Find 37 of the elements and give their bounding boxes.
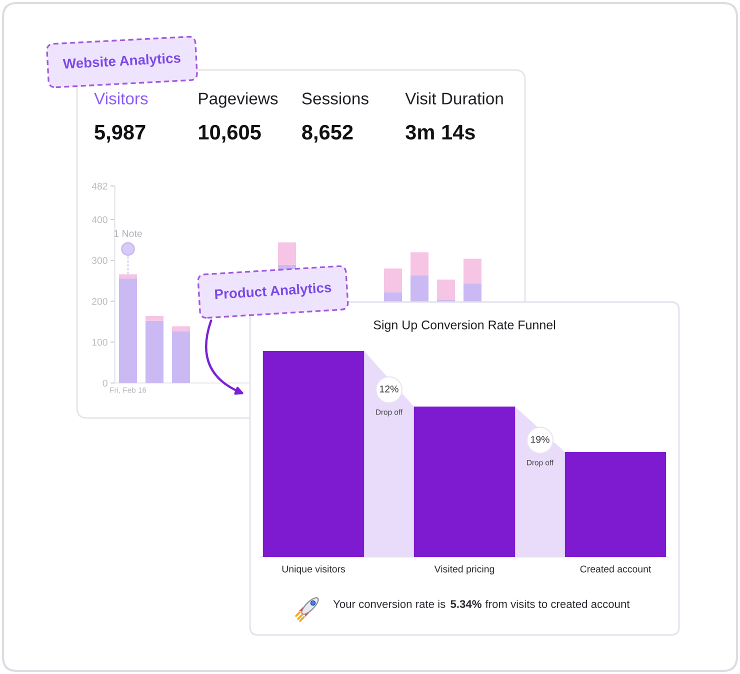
text: Pageviews: [199, 92, 278, 108]
text: 8,652: [302, 124, 353, 143]
bar: [172, 332, 190, 383]
text: 5,987: [94, 124, 146, 143]
annotation: 1 Note: [114, 230, 142, 237]
bar: [410, 252, 429, 276]
x-tick-label: Visited pricing: [434, 565, 494, 574]
x-tick-label: Unique visitors: [282, 565, 346, 574]
y-tick-label: 0: [102, 380, 108, 387]
bar: [118, 274, 138, 278]
text: Visitors: [94, 92, 148, 104]
bar: [436, 280, 456, 300]
annotation: 12%: [380, 386, 398, 392]
text: Your conversion rate is: [333, 600, 446, 608]
bar: [278, 242, 296, 265]
bar: [145, 316, 164, 321]
bar: [145, 320, 164, 383]
y-tick-label: 200: [92, 298, 108, 305]
text: 5.34%: [450, 600, 482, 608]
y-tick-label: 100: [92, 338, 108, 346]
text: Website Analytics: [62, 52, 181, 72]
bar: [172, 326, 190, 332]
x-tick-label: Created account: [580, 565, 652, 572]
text: 3m 14s: [406, 124, 475, 140]
y-tick-label: 300: [92, 257, 108, 264]
text: from visits to created account: [485, 600, 630, 608]
y-tick-label: 482: [92, 182, 108, 190]
annotation: 19%: [531, 436, 550, 443]
bar: [384, 268, 402, 292]
bar: [463, 258, 482, 284]
text: Sessions: [302, 92, 368, 104]
text: Visit Duration: [405, 92, 503, 104]
chart-title: Sign Up Conversion Rate Funnel: [374, 320, 556, 332]
y-tick-label: 400: [92, 216, 108, 224]
bar: [118, 278, 138, 383]
text: 10,605: [199, 124, 261, 143]
annotation: Product Analytics: [214, 282, 332, 302]
